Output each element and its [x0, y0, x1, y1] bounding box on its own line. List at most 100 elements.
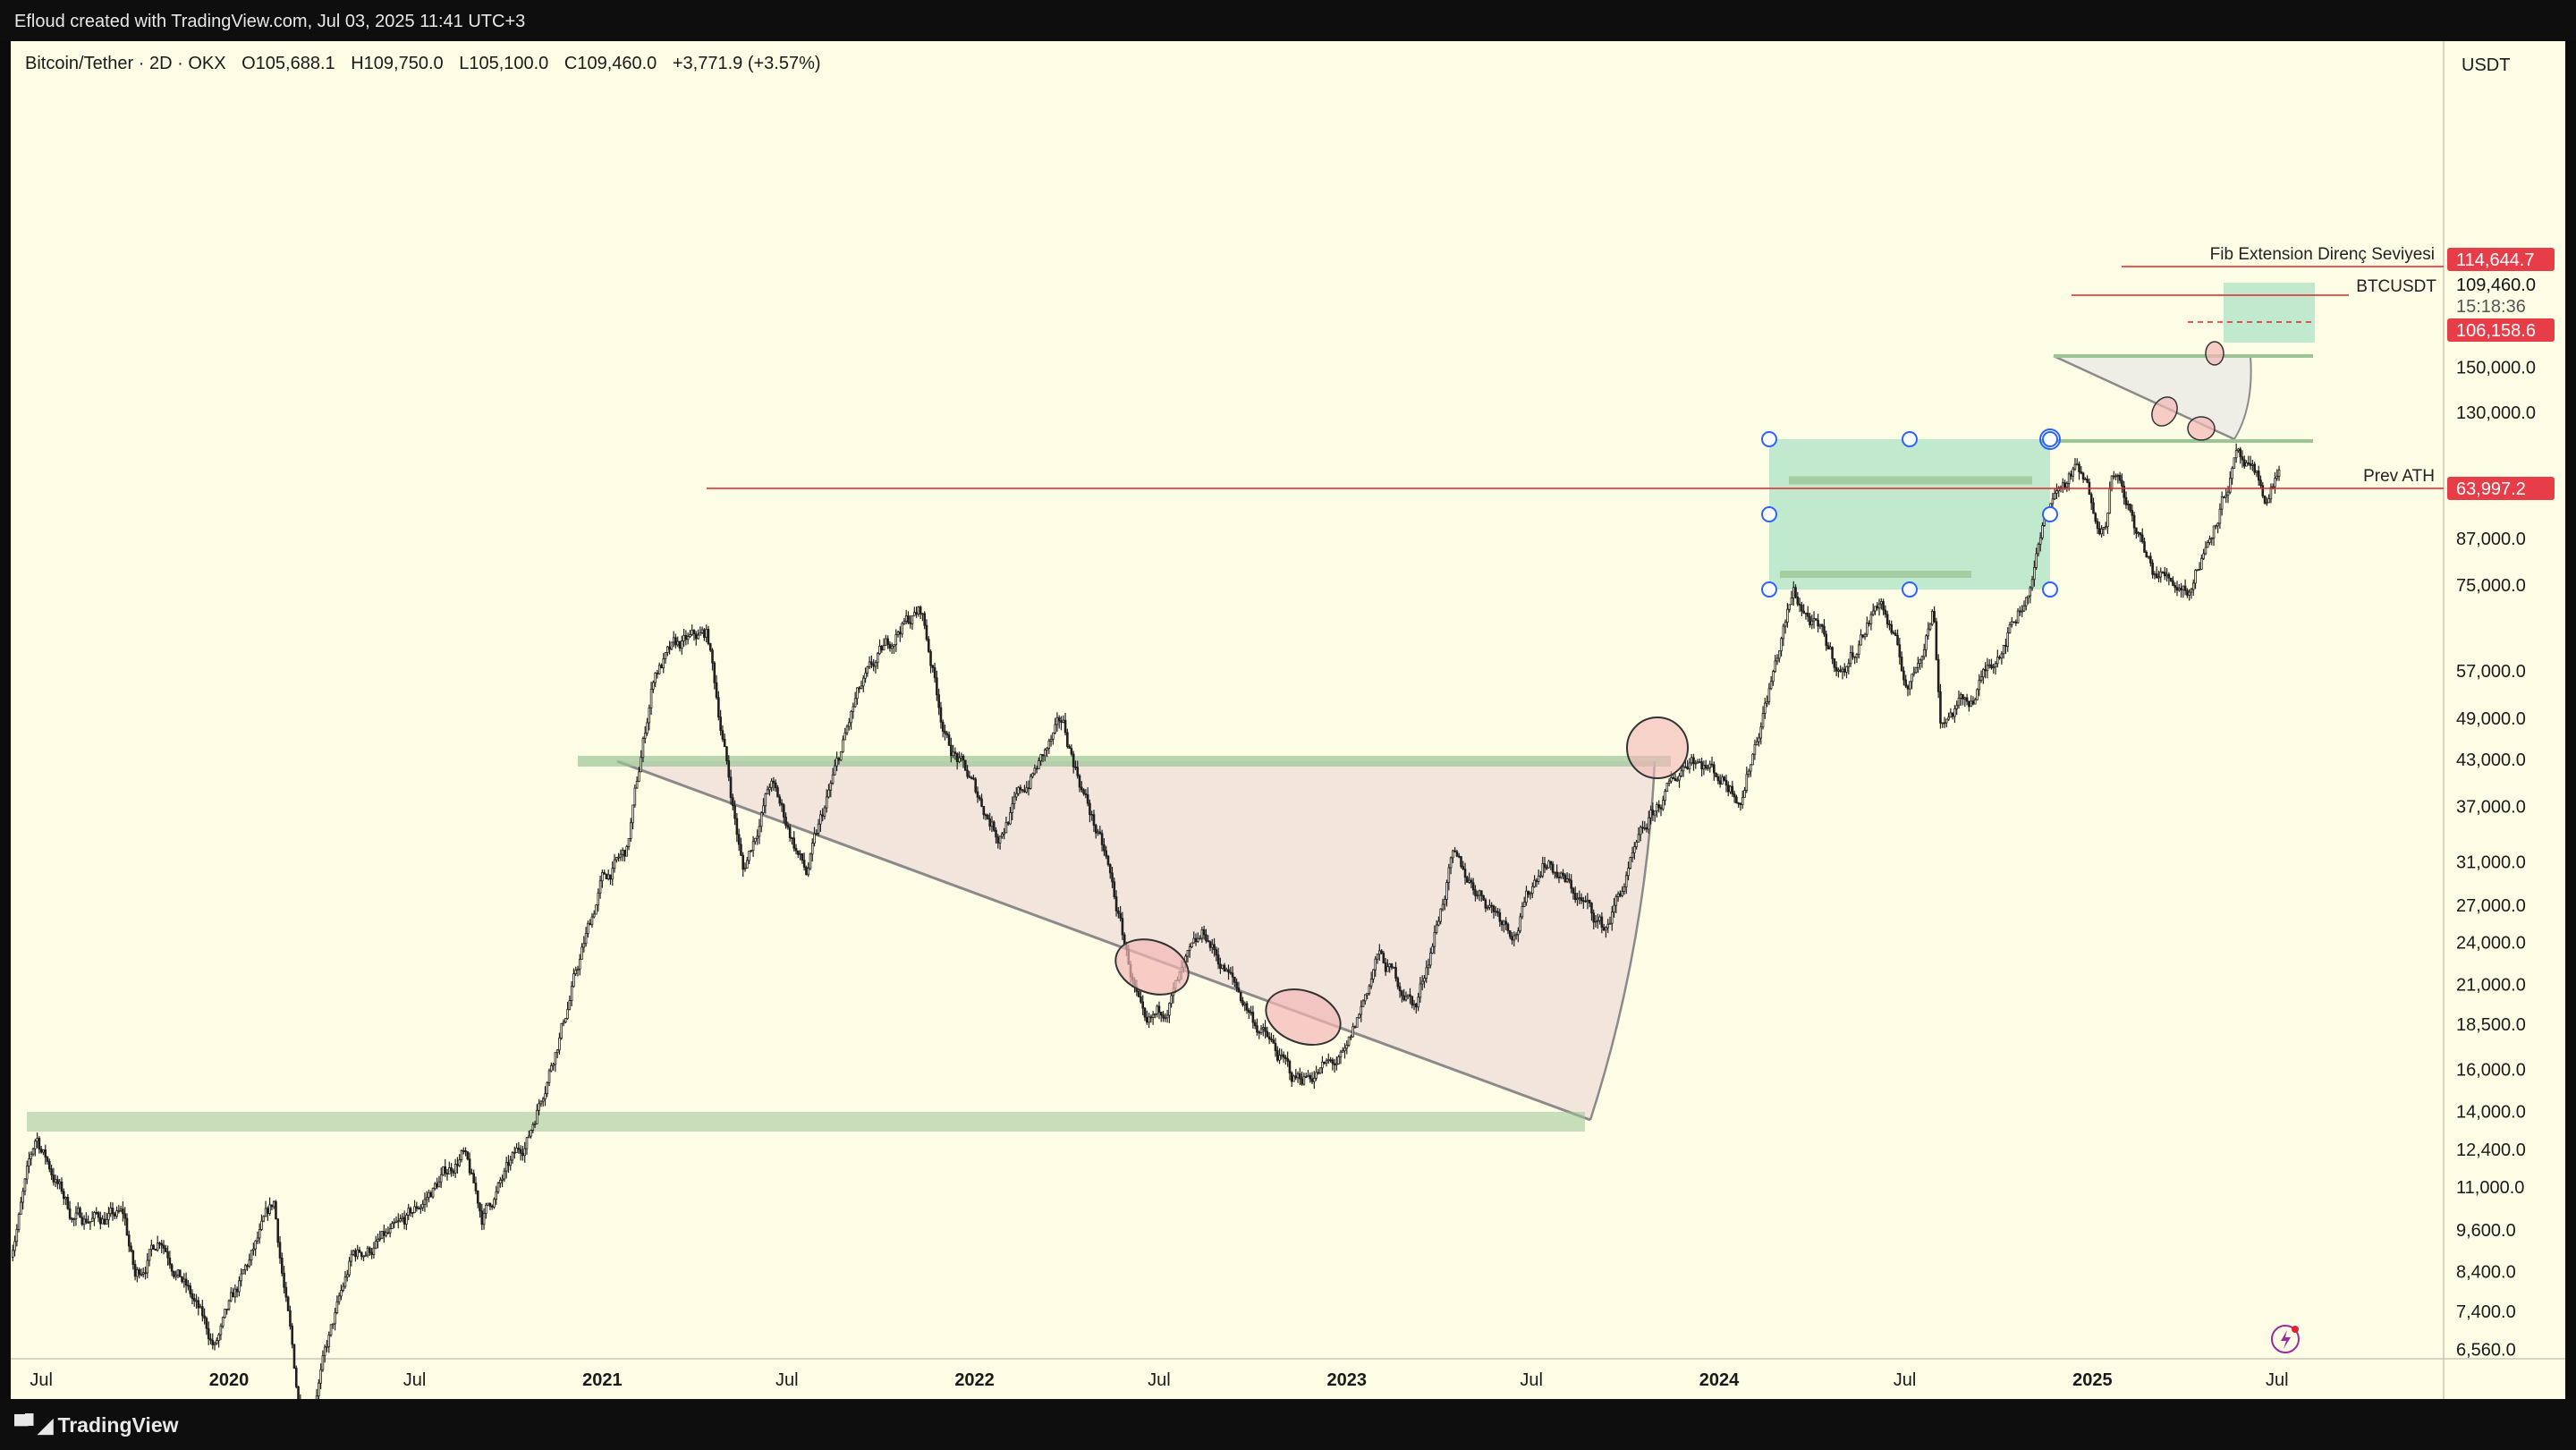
selection-handle[interactable] [2042, 431, 2058, 447]
fib-extension-label[interactable]: Fib Extension Direnç Seviyesi [2210, 245, 2435, 264]
candle [835, 751, 838, 772]
candle [723, 733, 726, 748]
selection-handle[interactable] [1761, 506, 1777, 522]
prev-ath-label[interactable]: Prev ATH [2363, 467, 2435, 486]
candle [1266, 1026, 1269, 1038]
candle [1651, 802, 1655, 821]
candle [694, 631, 698, 646]
selection-handle[interactable] [1902, 431, 1918, 447]
time-axis-background[interactable] [11, 1359, 2565, 1399]
candle [434, 1182, 436, 1191]
candle [1839, 665, 1842, 673]
btcusdt-label[interactable]: BTCUSDT [2356, 277, 2436, 296]
candle [240, 1268, 242, 1287]
candle [1731, 780, 1734, 797]
time-tick-label: 2020 [209, 1370, 250, 1390]
candle [482, 1208, 486, 1230]
time-axis[interactable]: Jul 2020 Jul 2021 Jul 2022 Jul 2023 Jul 2024 Jul 20… [30, 1370, 2288, 1390]
highlight-circle-2023-breakout[interactable] [1626, 717, 1689, 779]
range-box-2024[interactable] [1769, 439, 2050, 589]
candle [1208, 940, 1212, 952]
candle [927, 636, 930, 653]
candle [1047, 738, 1051, 754]
candle [1737, 801, 1740, 808]
candle [1490, 902, 1494, 913]
price-axis[interactable]: USDT 170,000.0150,000.0130,000.087,000.0… [2447, 55, 2555, 1360]
candle [2228, 471, 2232, 495]
consolidation-box-2025[interactable] [2224, 283, 2315, 343]
candle [485, 1202, 487, 1219]
candle [538, 1098, 540, 1115]
candle [133, 1259, 137, 1281]
candle [972, 774, 975, 781]
candle [1360, 1000, 1363, 1022]
candle [1235, 978, 1238, 992]
candle [1049, 734, 1053, 747]
candle [912, 606, 916, 616]
candle [1038, 757, 1040, 769]
highlight-circle-2022-nov[interactable] [1258, 979, 1349, 1055]
candle [1869, 611, 1873, 631]
candle [2234, 443, 2238, 463]
candle [1227, 964, 1230, 980]
candle [1700, 758, 1703, 777]
selection-handle[interactable] [1761, 581, 1777, 598]
candle [2014, 619, 2018, 626]
highlight-circle-2025-may[interactable] [2205, 341, 2224, 366]
candle [2220, 491, 2224, 516]
candle [1219, 957, 1222, 974]
selection-handle-anchor[interactable] [2039, 428, 2061, 450]
selection-handle[interactable] [1761, 431, 1777, 447]
tradingview-logo[interactable]: ▀▘◢ TradingView [14, 1413, 179, 1437]
candle [1979, 670, 1983, 683]
candle [1021, 789, 1024, 793]
wedge-2022-lower-trendline[interactable] [616, 759, 1591, 1122]
candle [1425, 960, 1428, 983]
candle [823, 805, 826, 820]
candle [1922, 643, 1926, 660]
support-band-2021[interactable] [578, 756, 1671, 767]
candle [1965, 693, 1969, 706]
candle [1835, 661, 1838, 677]
candle [598, 875, 602, 899]
candle [2175, 581, 2179, 597]
legend-pair: Bitcoin/Tether [25, 54, 134, 73]
candle [1078, 774, 1081, 793]
candle [711, 648, 714, 671]
candle [1817, 614, 1819, 632]
selection-handle[interactable] [1902, 581, 1918, 598]
candle [848, 717, 851, 731]
candle [1680, 767, 1683, 778]
candle [119, 1205, 123, 1213]
candle [756, 829, 758, 845]
candle [1735, 794, 1738, 804]
candle [1460, 856, 1462, 869]
candle [23, 1178, 27, 1196]
candle [705, 624, 708, 643]
highlight-circle-2025-apr[interactable] [2187, 416, 2216, 441]
candle [1833, 657, 1836, 673]
selection-handle[interactable] [2042, 506, 2058, 522]
highlight-circle-2022-jun[interactable] [1108, 929, 1197, 1004]
candle [187, 1280, 190, 1291]
candle [1998, 655, 2001, 660]
candle [85, 1212, 88, 1225]
candle [1747, 768, 1750, 778]
candle [2104, 521, 2107, 530]
candle [1420, 975, 1424, 991]
candle [1619, 890, 1622, 898]
candle [203, 1308, 206, 1325]
candle [2094, 512, 2097, 524]
candle [242, 1268, 245, 1275]
support-band-2020[interactable] [27, 1112, 1585, 1132]
selection-handle[interactable] [2042, 581, 2058, 598]
candle [562, 1019, 565, 1027]
highlight-circle-2025-feb[interactable] [2147, 393, 2182, 430]
candle [533, 1120, 537, 1128]
replay-icon[interactable] [2271, 1325, 2300, 1353]
price-axis-background[interactable] [2444, 41, 2565, 1359]
candle [819, 810, 822, 832]
candle [1917, 657, 1919, 674]
time-tick-label: 2021 [582, 1370, 623, 1390]
